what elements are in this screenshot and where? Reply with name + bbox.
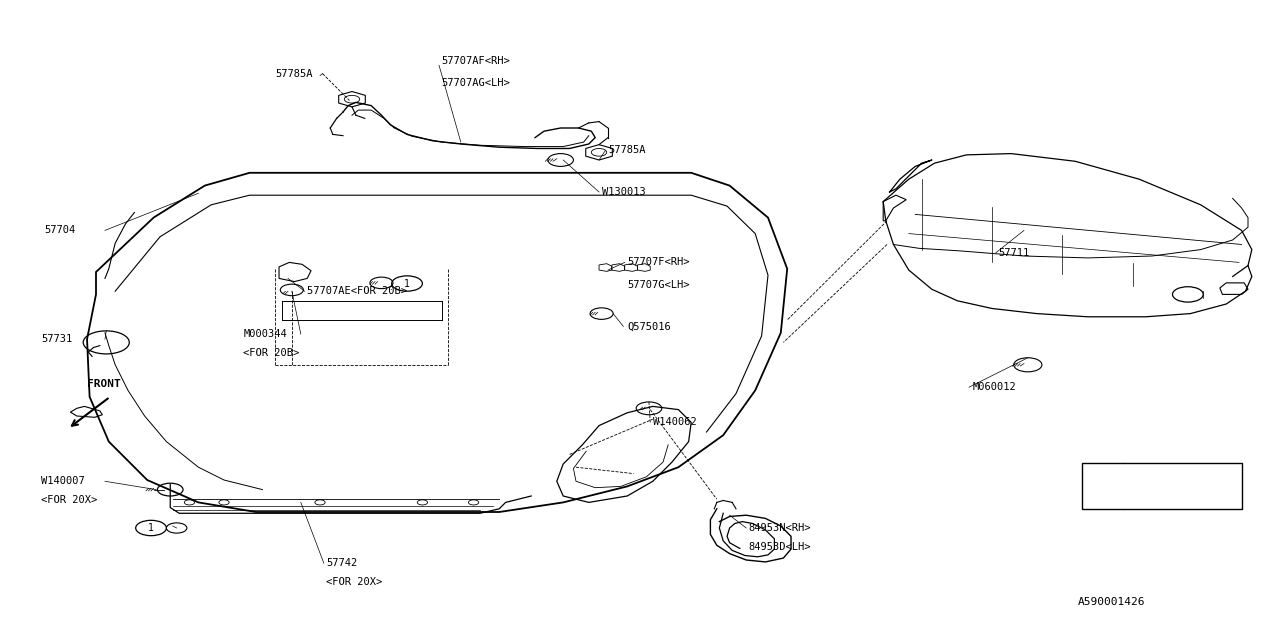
- Text: 1: 1: [1100, 481, 1105, 491]
- Text: W130013: W130013: [602, 187, 645, 197]
- Text: <FOR 20X>: <FOR 20X>: [326, 577, 383, 588]
- Text: 57704: 57704: [45, 225, 76, 236]
- Text: 57707AF<RH>: 57707AF<RH>: [442, 56, 511, 66]
- Text: FRONT: FRONT: [87, 379, 120, 389]
- Text: 57785A: 57785A: [608, 145, 645, 156]
- Text: 57707AG<LH>: 57707AG<LH>: [442, 78, 511, 88]
- Text: 1: 1: [404, 278, 410, 289]
- Text: 57742: 57742: [326, 558, 357, 568]
- Text: W140062: W140062: [653, 417, 696, 428]
- Text: M000344: M000344: [243, 329, 287, 339]
- Text: Q575016: Q575016: [627, 321, 671, 332]
- Text: W140007: W140007: [1133, 481, 1180, 491]
- Text: 57785A: 57785A: [275, 68, 312, 79]
- Text: 57707F<RH>: 57707F<RH>: [627, 257, 690, 268]
- Text: W140007: W140007: [41, 476, 84, 486]
- Text: <FOR 20X>: <FOR 20X>: [41, 495, 97, 506]
- Text: 57707AE<FOR 20B>: 57707AE<FOR 20B>: [307, 286, 407, 296]
- Text: 84953D<LH>: 84953D<LH>: [749, 542, 812, 552]
- Text: 57711: 57711: [998, 248, 1029, 258]
- Text: 84953N<RH>: 84953N<RH>: [749, 523, 812, 533]
- Text: 1: 1: [148, 523, 154, 533]
- Text: M060012: M060012: [973, 382, 1016, 392]
- Text: <FOR 20B>: <FOR 20B>: [243, 348, 300, 358]
- FancyBboxPatch shape: [1082, 463, 1242, 509]
- Text: A590001426: A590001426: [1078, 596, 1146, 607]
- Text: 57731: 57731: [41, 334, 72, 344]
- Text: 57707G<LH>: 57707G<LH>: [627, 280, 690, 290]
